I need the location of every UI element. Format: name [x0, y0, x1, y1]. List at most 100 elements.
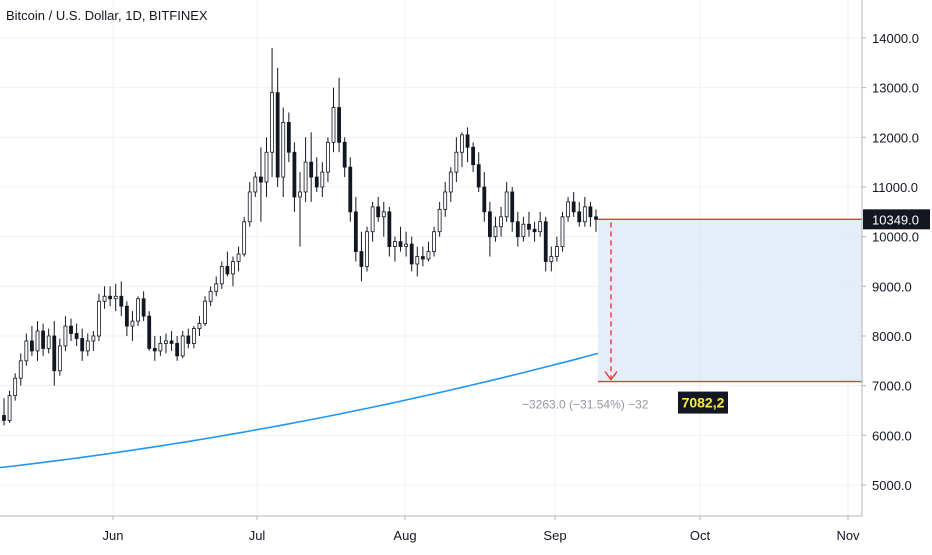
- candle-body: [594, 216, 598, 220]
- candle-body: [97, 300, 101, 337]
- candle-body: [320, 171, 325, 188]
- candle-body: [409, 243, 414, 265]
- x-tick-label: Jul: [249, 528, 266, 543]
- candle-body: [476, 164, 481, 188]
- candle-body: [549, 256, 554, 262]
- candle-body: [197, 323, 202, 329]
- candle-body: [80, 338, 85, 352]
- candle-body: [493, 226, 498, 238]
- candle-body: [370, 206, 375, 233]
- measure-target-label-bg: [678, 391, 728, 414]
- candle-body: [337, 107, 341, 143]
- candle-body: [203, 300, 207, 324]
- candle-body: [420, 256, 425, 260]
- y-tick-label: 11000.0: [872, 180, 918, 195]
- candle-body: [30, 340, 34, 352]
- candle-body: [219, 266, 224, 285]
- candle-body: [353, 211, 358, 252]
- candle-body: [35, 330, 40, 352]
- candle-body: [270, 92, 274, 153]
- candle-body: [471, 146, 476, 166]
- candle-body: [74, 333, 79, 339]
- candle-body: [465, 134, 470, 148]
- candle-body: [130, 320, 135, 327]
- candle-body: [186, 335, 191, 344]
- candle-body: [404, 243, 409, 248]
- candle-body: [69, 325, 73, 334]
- candle-body: [381, 211, 386, 218]
- candle-body: [326, 141, 330, 173]
- candle-body: [298, 191, 302, 198]
- candle-body: [571, 201, 576, 213]
- candle-body: [555, 246, 559, 257]
- candle-body: [487, 211, 492, 238]
- candle-body: [102, 295, 107, 302]
- candle-body: [510, 191, 515, 223]
- candle-body: [141, 298, 146, 317]
- x-tick-label: Oct: [690, 528, 711, 543]
- candle-body: [57, 345, 62, 372]
- candle-body: [286, 122, 291, 153]
- candle-body: [46, 335, 51, 349]
- candle-body: [191, 328, 196, 344]
- candle-body: [85, 340, 90, 352]
- candle-body: [147, 315, 152, 349]
- candle-body: [175, 343, 180, 357]
- candle-body: [158, 343, 163, 352]
- candle-body: [63, 325, 68, 347]
- candle-body: [242, 221, 247, 255]
- candle-body: [164, 340, 168, 344]
- candle-body: [225, 266, 230, 275]
- candle-body: [560, 216, 565, 248]
- candle-body: [119, 295, 124, 307]
- measure-layer: −3263.0 (−31.54%) −32 7082,2: [522, 218, 862, 414]
- candle-body: [376, 206, 381, 218]
- candle-body: [231, 261, 235, 275]
- y-tick-label: 8000.0: [872, 329, 912, 344]
- candle-body: [180, 335, 185, 357]
- candle-body: [532, 228, 537, 233]
- candle-body: [152, 348, 157, 352]
- candle-body: [460, 134, 464, 153]
- axis-layer: 14000.0 13000.0 12000.0 11000.0 10000.0 9000.…: [0, 0, 930, 543]
- current-price-label-bg: [863, 209, 930, 230]
- candle-body: [275, 92, 280, 178]
- candle-body: [247, 191, 252, 223]
- candle-body: [415, 256, 420, 265]
- measure-arrow-head: [604, 371, 618, 381]
- candle-body: [527, 223, 531, 230]
- candle-body: [124, 305, 129, 327]
- y-tick-label: 12000.0: [872, 130, 919, 145]
- moving-average-line: [0, 352, 599, 469]
- candle-body: [281, 122, 286, 178]
- x-tick-label: Sep: [543, 528, 566, 543]
- candle-body: [208, 290, 213, 302]
- y-tick-label: 13000.0: [872, 81, 919, 96]
- candle-body: [454, 151, 459, 173]
- candle-body: [432, 231, 436, 252]
- candle-body: [253, 176, 258, 193]
- candle-body: [113, 295, 118, 300]
- y-tick-label: 14000.0: [872, 31, 919, 46]
- candle-body: [437, 208, 442, 233]
- candle-body: [2, 415, 6, 421]
- y-tick-label: 9000.0: [872, 279, 912, 294]
- x-tick-label: Nov: [836, 528, 860, 543]
- candle-body: [426, 251, 431, 260]
- measure-change-text: −3263.0 (−31.54%) −32: [522, 398, 649, 412]
- y-tick-label: 10000.0: [872, 230, 919, 245]
- candle-body: [365, 231, 369, 267]
- candle-body: [515, 221, 520, 238]
- candle-body: [359, 251, 364, 267]
- y-tick-label: 5000.0: [872, 478, 912, 493]
- candle-body: [52, 335, 57, 372]
- y-tick-label: 6000.0: [872, 428, 912, 443]
- candle-body: [91, 335, 96, 342]
- candle-body: [482, 186, 487, 213]
- candle-body: [214, 283, 219, 292]
- chart-title: Bitcoin / U.S. Dollar, 1D, BITFINEX: [6, 8, 208, 23]
- candle-body: [18, 360, 23, 379]
- candle-body: [566, 201, 570, 218]
- candle-body: [543, 221, 548, 262]
